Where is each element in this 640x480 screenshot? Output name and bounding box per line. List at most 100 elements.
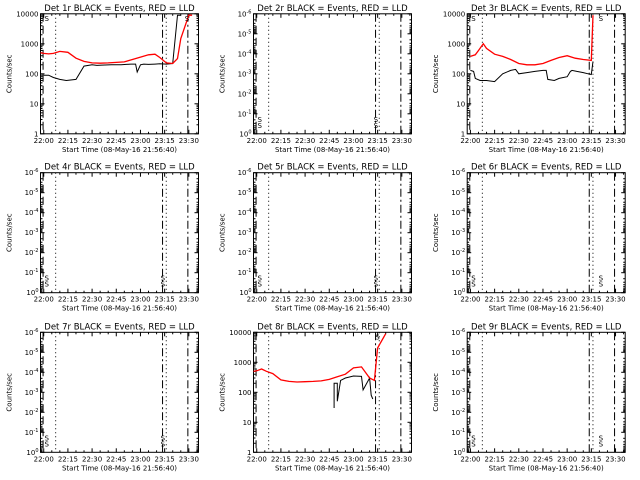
y-tick-label: 10 [456, 100, 465, 108]
saa-marker: S [471, 275, 476, 283]
y-tick-label: 10-5 [25, 188, 39, 197]
x-tick-label: 22:45 [319, 137, 339, 145]
panel-det-6: Det 6r BLACK = Events, RED = LLD 22:00 22:… [432, 163, 626, 313]
y-axis-label: Counts/sec [219, 54, 227, 93]
y-axis-label: Counts/sec [219, 373, 227, 412]
plot-frame [253, 13, 412, 135]
panel-det-8: Det 8r BLACK = Events, RED = LLD 22:00 22:… [219, 322, 412, 472]
saa-marker: S [599, 275, 604, 283]
x-tick-label: 23:30 [605, 296, 625, 304]
panel-det-4: Det 4r BLACK = Events, RED = LLD 22:00 22:… [6, 163, 199, 313]
y-axis-label: Counts/sec [432, 213, 440, 252]
y-tick-label: 10000 [16, 10, 38, 18]
saa-marker: S [374, 116, 379, 124]
y-tick-label: 10-4 [25, 208, 39, 217]
y-tick-label: 1 [461, 130, 465, 138]
y-tick-label: 10-1 [238, 268, 252, 277]
y-tick-label: 1 [247, 449, 251, 457]
panel-title: Det 5r BLACK = Events, RED = LLD [257, 163, 408, 173]
x-tick-label: 22:15 [271, 137, 291, 145]
panel-title: Det 6r BLACK = Events, RED = LLD [471, 163, 622, 173]
x-axis-label: Start Time (08-May-16 21:56:40) [489, 464, 604, 472]
saa-marker: S [161, 434, 166, 442]
x-tick-label: 22:00 [247, 455, 267, 463]
y-tick-label: 100 [26, 288, 38, 297]
y-tick-label: 100 [453, 448, 465, 457]
y-tick-label: 10-3 [451, 228, 465, 237]
x-tick-label: 22:00 [460, 455, 480, 463]
y-tick-label: 100 [26, 448, 38, 457]
saa-marker: S [161, 281, 166, 289]
x-tick-label: 23:15 [581, 137, 601, 145]
y-tick-label: 1000 [447, 40, 465, 48]
y-tick-label: 1000 [21, 40, 39, 48]
y-tick-label: 10-1 [25, 428, 39, 437]
x-tick-label: 23:15 [155, 137, 175, 145]
x-tick-label: 23:30 [179, 296, 199, 304]
saa-marker: S [374, 275, 379, 283]
x-tick-label: 22:45 [533, 296, 553, 304]
y-tick-label: 10-6 [238, 9, 252, 18]
saa-marker: S [599, 15, 604, 23]
x-tick-label: 22:30 [82, 137, 102, 145]
saa-marker: S [161, 275, 166, 283]
y-tick-label: 10-5 [451, 348, 465, 357]
x-tick-label: 22:45 [533, 137, 553, 145]
x-tick-label: 22:00 [460, 137, 480, 145]
y-tick-label: 10-5 [238, 29, 252, 38]
panel-title: Det 2r BLACK = Events, RED = LLD [257, 4, 408, 14]
x-tick-label: 23:00 [130, 455, 150, 463]
x-tick-label: 23:30 [392, 137, 412, 145]
y-tick-label: 10-6 [25, 168, 39, 177]
y-tick-label: 10-5 [451, 188, 465, 197]
x-tick-label: 23:15 [581, 296, 601, 304]
x-tick-label: 22:00 [247, 137, 267, 145]
y-tick-label: 10 [30, 100, 39, 108]
panel-title: Det 8r BLACK = Events, RED = LLD [257, 322, 408, 332]
saa-marker: S [471, 434, 476, 442]
x-tick-label: 23:00 [343, 296, 363, 304]
x-tick-label: 22:00 [34, 455, 54, 463]
y-tick-label: 100 [453, 288, 465, 297]
y-tick-label: 10-2 [238, 248, 252, 257]
y-axis-label: Counts/sec [6, 373, 14, 412]
saa-marker: S [471, 440, 476, 448]
x-tick-label: 23:15 [581, 455, 601, 463]
plot-frame [466, 13, 626, 135]
x-tick-label: 23:30 [179, 455, 199, 463]
x-axis-label: Start Time (08-May-16 21:56:40) [62, 146, 177, 154]
saa-marker: S [185, 15, 190, 23]
x-tick-label: 22:15 [485, 137, 505, 145]
y-tick-label: 100 [452, 70, 465, 78]
x-tick-label: 23:30 [605, 455, 625, 463]
y-tick-label: 10 [243, 419, 252, 427]
x-tick-label: 23:00 [557, 137, 577, 145]
x-tick-label: 22:00 [460, 296, 480, 304]
saa-marker: S [257, 116, 262, 124]
x-tick-label: 22:00 [34, 296, 54, 304]
x-tick-label: 22:45 [319, 455, 339, 463]
events-series-line [470, 61, 594, 83]
x-axis-label: Start Time (08-May-16 21:56:40) [275, 146, 390, 154]
saa-marker: S [599, 434, 604, 442]
y-tick-label: 10-2 [238, 89, 252, 98]
y-tick-label: 10-3 [25, 228, 39, 237]
y-tick-label: 10-2 [451, 408, 465, 417]
plot-frame [40, 172, 199, 294]
y-tick-label: 1000 [234, 359, 252, 367]
x-tick-label: 23:15 [368, 137, 388, 145]
x-axis-label: Start Time (08-May-16 21:56:40) [275, 305, 390, 313]
y-tick-label: 10-2 [25, 248, 39, 257]
x-tick-label: 22:30 [295, 137, 315, 145]
saa-marker: S [44, 440, 49, 448]
y-tick-label: 10-4 [451, 208, 465, 217]
saa-marker: S [599, 281, 604, 289]
panel-title: Det 1r BLACK = Events, RED = LLD [44, 4, 195, 14]
x-tick-label: 22:15 [271, 455, 291, 463]
y-tick-label: 10-2 [451, 248, 465, 257]
x-tick-label: 23:00 [557, 455, 577, 463]
saa-marker: S [257, 122, 262, 130]
x-tick-label: 22:30 [295, 296, 315, 304]
y-tick-label: 10-1 [238, 109, 252, 118]
